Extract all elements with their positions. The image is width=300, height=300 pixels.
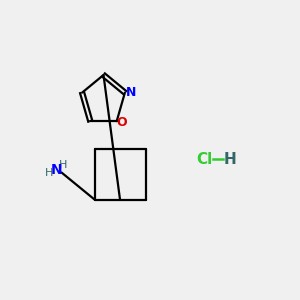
Text: H: H [224,152,237,166]
Text: N: N [51,163,63,176]
Text: H: H [59,160,67,170]
Text: H: H [45,167,54,178]
Text: N: N [126,85,136,98]
Text: Cl: Cl [196,152,213,166]
Text: O: O [117,116,128,129]
